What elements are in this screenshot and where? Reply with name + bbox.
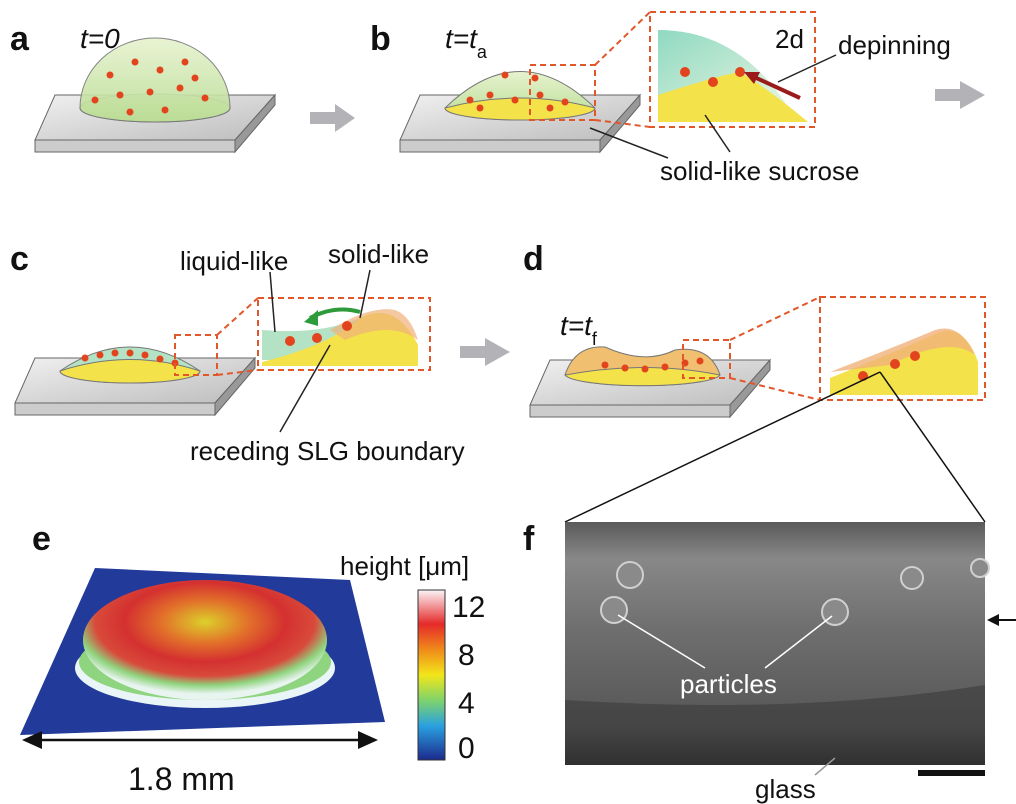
- panel-label: f: [523, 520, 535, 558]
- colorbar-tick: 0: [458, 732, 475, 765]
- step-arrow: [310, 104, 355, 132]
- panel-label: c: [10, 240, 29, 278]
- step-arrow: [935, 81, 985, 109]
- time-label: t=ta: [445, 23, 488, 62]
- scale-bar: [918, 770, 985, 776]
- step-arrow: [460, 338, 510, 366]
- panel-label: a: [10, 20, 30, 58]
- colorbar-tick: 4: [458, 687, 475, 720]
- panel-label: b: [370, 20, 391, 58]
- callout: receding SLG boundary: [190, 436, 465, 466]
- time-main: t=t: [560, 310, 593, 341]
- inset-label: 2d: [775, 24, 804, 54]
- time-sub: a: [477, 42, 488, 62]
- scale-label: 1.8 mm: [128, 761, 235, 797]
- annotation: particles: [680, 669, 777, 699]
- droplet: [79, 37, 231, 123]
- panel-label: d: [523, 240, 544, 278]
- colorbar-title: height [μm]: [340, 551, 469, 581]
- time-main: t=t: [445, 23, 478, 54]
- callout: solid-like sucrose: [660, 156, 859, 186]
- height-map: [83, 580, 327, 700]
- time-label: t=0: [80, 23, 120, 54]
- region-label: liquid-like: [180, 246, 288, 276]
- time-label: t=tf: [560, 310, 598, 349]
- colorbar-tick: 12: [452, 591, 485, 624]
- arrow-label: depinning: [838, 30, 951, 60]
- annotation: glass: [755, 774, 816, 804]
- colorbar-tick: 8: [458, 639, 475, 672]
- region-label: solid-like: [328, 239, 429, 269]
- colorbar: [417, 589, 446, 761]
- particles: [91, 58, 209, 116]
- time-sub: f: [592, 329, 598, 349]
- panel-label: e: [32, 520, 51, 558]
